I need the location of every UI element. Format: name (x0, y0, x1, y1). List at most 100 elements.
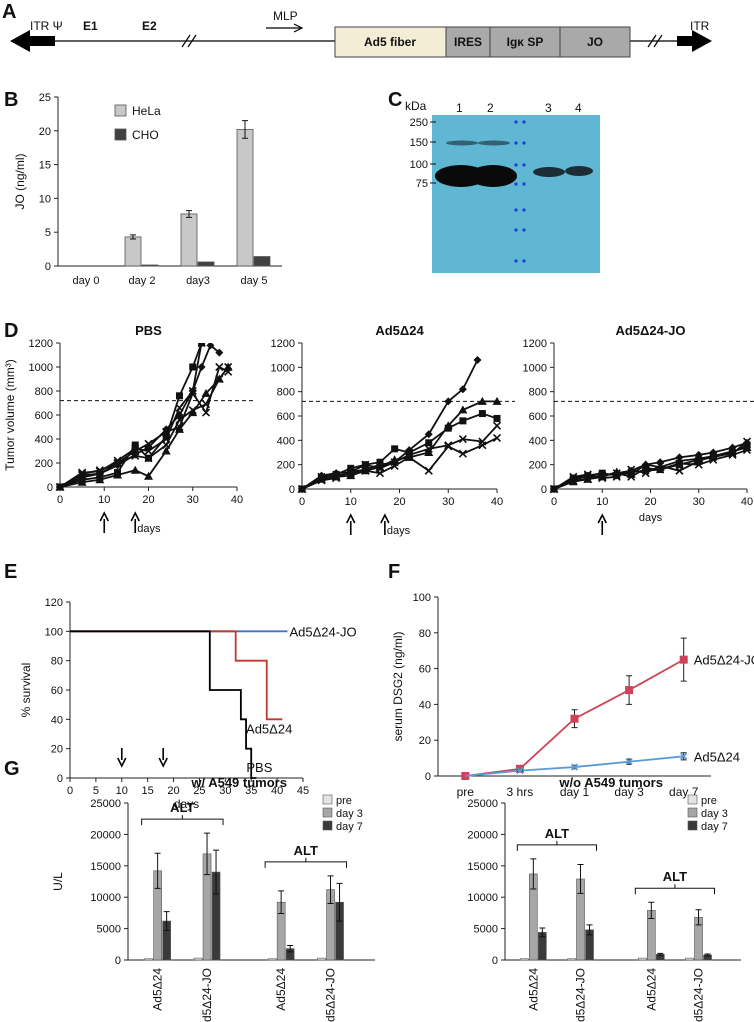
g1-err-day3-3 (327, 875, 334, 904)
g1-err-day7-3 (336, 882, 343, 922)
d3-y-tick-label-1: 200 (529, 460, 547, 472)
d3-y-tick-label-4: 800 (529, 387, 547, 399)
d1-point-5-4 (131, 446, 140, 456)
d3-x-label: days (639, 512, 663, 524)
d2-point-4-2 (332, 471, 341, 480)
d1-point-2-4 (130, 465, 140, 474)
g2-legend-label-2: day 7 (701, 821, 728, 833)
d3-injection-arrow-0 (597, 513, 607, 535)
jo-box (559, 26, 631, 58)
g2-alt-bracket-1 (634, 884, 716, 895)
f-point-0-4 (679, 655, 688, 664)
b-bar-HeLa-3 (236, 129, 254, 267)
b-x-label-2: day3 (186, 275, 210, 287)
band-lane2-main (469, 165, 517, 187)
d1-point-1-8 (189, 363, 197, 371)
d3-point-4-3 (598, 471, 607, 480)
band-lane2-high (478, 140, 510, 146)
d2-y-tick-label-0: 0 (289, 484, 295, 496)
d1-point-2-9 (201, 388, 211, 397)
d1-y-tick-label-6: 1200 (29, 338, 53, 350)
d1-point-5-0 (55, 482, 65, 492)
d2-x-tick-label-0: 0 (299, 496, 305, 508)
b-bar-CHO-2 (197, 261, 215, 267)
break-mark-left (181, 34, 197, 48)
b-x-label-0: day 0 (73, 275, 100, 287)
e-injection-arrow-1 (158, 748, 168, 768)
d3-point-3-5 (627, 465, 636, 474)
g2-legend-swatch-0 (687, 794, 698, 805)
lane-label-4: 4 (575, 101, 582, 115)
g1-legend-label-2: day 7 (336, 821, 363, 833)
g1-legend-label-0: pre (336, 795, 352, 807)
d2-x-tick-label-4: 40 (491, 496, 503, 508)
g1-bar-pre-0 (144, 958, 153, 961)
marker-ticks (430, 121, 436, 184)
d1-point-1-7 (175, 392, 183, 400)
g2-alt-bracket-0 (516, 840, 598, 851)
e-x-tick-label-8: 40 (271, 785, 283, 797)
g2-y-tick-label-0: 0 (492, 955, 498, 967)
g2-legend-label-0: pre (701, 795, 717, 807)
g1-y-tick-label-2: 10000 (90, 892, 121, 904)
f-y-tick-label-3: 60 (419, 664, 431, 676)
d2-point-4-5 (375, 469, 385, 478)
g2-x-label-3: Ad5Δ24-JO (692, 968, 706, 1022)
g1-alt-bracket-1 (264, 857, 348, 868)
d1-x-tick-label-1: 10 (98, 494, 110, 506)
e-curve-2 (70, 630, 257, 779)
d2-point-3-10 (458, 435, 467, 444)
d1-y-label: Tumor volume (mm³) (3, 359, 17, 471)
e-y-tick-label-5: 100 (45, 626, 63, 638)
g2-y-tick-label-3: 15000 (467, 861, 498, 873)
d1-x-tick-label-2: 20 (142, 494, 154, 506)
g1-err-day3-2 (278, 890, 285, 915)
g2-err-day3-3 (695, 909, 702, 926)
b-bar-CHO-1 (141, 264, 159, 267)
f-x-label-2: day 1 (560, 785, 590, 799)
d2-point-3-4 (361, 460, 370, 469)
d1-point-5-11 (224, 367, 233, 376)
d1-x-tick-label-4: 40 (231, 494, 243, 506)
e-x-tick-label-6: 30 (219, 785, 231, 797)
g2-y-tick-label-1: 5000 (474, 924, 498, 936)
g2-err-day7-0 (539, 927, 546, 938)
g2-legend-label-1: day 3 (701, 808, 728, 820)
d2-y-tick-label-2: 400 (277, 435, 295, 447)
d3-point-4-7 (656, 465, 665, 474)
d2-point-0-10 (458, 385, 467, 394)
f-point-0-2 (570, 714, 579, 723)
d1-x-tick-label-3: 30 (187, 494, 199, 506)
d1-y-tick-label-4: 800 (35, 386, 53, 398)
d1-point-3-5 (144, 454, 153, 463)
e-x-tick-label-1: 5 (93, 785, 99, 797)
d3-point-1-6 (642, 467, 650, 475)
g2-y-tick-label-2: 10000 (467, 892, 498, 904)
e-x-tick-label-0: 0 (67, 785, 73, 797)
f-y-tick-label-5: 100 (413, 592, 431, 604)
chart-d2: 0 200 400 600 800 1000 1200 0 10 20 30 40 Ad5Δ24 days (271, 323, 515, 537)
d1-series-line-1 (59, 343, 203, 488)
d1-point-5-10 (215, 362, 224, 372)
e-curve-label-0: Ad5Δ24-JO (289, 624, 356, 639)
g1-y-tick-label-5: 25000 (90, 798, 121, 810)
d1-injection-arrow-0 (99, 511, 109, 533)
itr-right-arrow (677, 30, 712, 52)
d2-point-1-7 (405, 449, 413, 456)
blot-membrane (432, 115, 600, 273)
d1-title: PBS (135, 323, 162, 338)
g1-err-day7-1 (213, 849, 220, 895)
d3-x-tick-label-1: 10 (596, 496, 608, 508)
f-y-tick-label-2: 40 (419, 699, 431, 711)
d1-point-4-6 (162, 434, 171, 444)
g1-legend-swatch-1 (322, 807, 333, 818)
d2-point-0-8 (424, 430, 433, 439)
d1-point-2-6 (161, 446, 171, 455)
e-y-label: % survival (19, 663, 33, 718)
f-x-label-0: pre (457, 785, 475, 799)
e-injection-arrow-0 (117, 748, 127, 768)
d1-point-3-8 (188, 406, 197, 415)
jo-label: JO (587, 35, 603, 49)
e-x-tick-label-7: 35 (245, 785, 257, 797)
